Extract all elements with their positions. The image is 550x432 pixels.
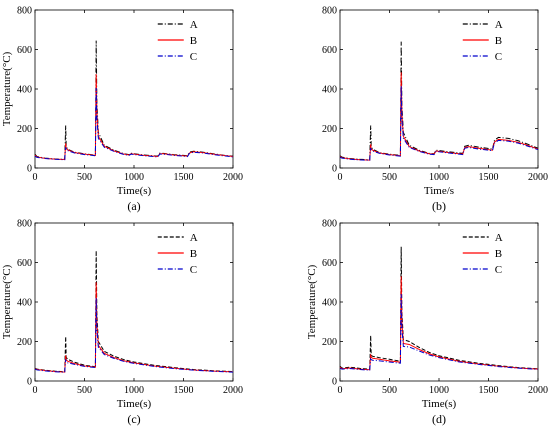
y-tick-label: 400: [322, 85, 337, 96]
series-line-c: [339, 86, 539, 161]
y-tick-label: 800: [322, 219, 337, 230]
x-tick-label: 500: [382, 172, 397, 183]
chart-panel-c: 0 500 1000 1500 2000 0 200 400 600 800 ABC Time(s) T…: [1, 219, 243, 427]
y-tick-label: 0: [27, 164, 32, 175]
x-tick-label: 2000: [223, 385, 243, 396]
panel-caption: (b): [432, 199, 446, 213]
y-axis-label: Temperature(°C): [1, 264, 13, 339]
x-tick-label: 1500: [174, 172, 194, 183]
y-tick-label: 600: [17, 45, 32, 56]
x-axis-label: Time(s): [117, 185, 152, 197]
x-tick-label: 500: [77, 172, 92, 183]
x-tick-label: 0: [338, 172, 343, 183]
series-line-b: [339, 276, 539, 371]
x-tick-label: 2000: [528, 385, 548, 396]
y-tick-label: 0: [27, 377, 32, 388]
y-tick-label: 200: [17, 124, 32, 135]
x-tick-label: 1500: [479, 172, 499, 183]
x-tick-label: 0: [33, 172, 38, 183]
panel-caption: (d): [432, 412, 446, 426]
series-line-c: [34, 298, 234, 373]
y-tick-label: 200: [322, 337, 337, 348]
legend-label-c: C: [495, 264, 502, 276]
y-tick-label: 0: [332, 164, 337, 175]
y-tick-label: 200: [17, 337, 32, 348]
chart-panel-b: 0 500 1000 1500 2000 0 200 400 600 800 ABC Time/s (b…: [322, 6, 548, 214]
legend-label-c: C: [190, 51, 197, 63]
y-tick-label: 400: [322, 298, 337, 309]
y-axis-label: Temperature(°C): [306, 264, 318, 339]
legend-label-b: B: [190, 35, 197, 47]
y-tick-label: 200: [322, 124, 337, 135]
series-line-a: [34, 40, 234, 160]
x-tick-label: 1000: [124, 385, 144, 396]
series-line-c: [339, 294, 539, 371]
y-tick-label: 600: [322, 45, 337, 56]
x-tick-label: 2000: [528, 172, 548, 183]
legend-label-a: A: [495, 232, 503, 244]
y-tick-label: 0: [332, 377, 337, 388]
series-line-a: [339, 246, 539, 370]
x-tick-label: 500: [382, 385, 397, 396]
y-tick-label: 800: [17, 219, 32, 230]
chart-panel-a: 0 500 1000 1500 2000 0 200 400 600 800 ABC Time(s) T…: [1, 6, 243, 214]
legend-label-c: C: [495, 51, 502, 63]
legend-label-c: C: [190, 264, 197, 276]
series-line-a: [34, 250, 234, 373]
y-axis-label: Temperature(°C): [1, 51, 13, 126]
x-axis-label: Time(s): [117, 398, 152, 410]
x-tick-label: 1000: [429, 172, 449, 183]
y-tick-label: 800: [17, 6, 32, 17]
series-line-a: [339, 41, 539, 161]
y-tick-label: 400: [17, 298, 32, 309]
x-tick-label: 0: [33, 385, 38, 396]
legend-label-a: A: [495, 19, 503, 31]
y-tick-label: 800: [322, 6, 337, 17]
legend-label-b: B: [495, 35, 502, 47]
plot-frame: [339, 9, 539, 169]
series-line-c: [34, 87, 234, 161]
y-tick-label: 600: [17, 258, 32, 269]
x-axis-label: Time(s): [422, 398, 457, 410]
panel-caption: (a): [127, 199, 140, 213]
x-tick-label: 1500: [479, 385, 499, 396]
legend-label-a: A: [190, 19, 198, 31]
x-tick-label: 0: [338, 385, 343, 396]
panel-caption: (c): [127, 412, 140, 426]
plot-frame: [34, 9, 234, 169]
x-tick-label: 2000: [223, 172, 243, 183]
x-tick-label: 1500: [174, 385, 194, 396]
legend-label-b: B: [495, 248, 502, 260]
x-tick-label: 1000: [124, 172, 144, 183]
legend-label-b: B: [190, 248, 197, 260]
y-tick-label: 600: [322, 258, 337, 269]
y-tick-label: 400: [17, 85, 32, 96]
x-tick-label: 500: [77, 385, 92, 396]
x-axis-label: Time/s: [424, 185, 454, 197]
legend-label-a: A: [190, 232, 198, 244]
x-tick-label: 1000: [429, 385, 449, 396]
chart-panel-d: 0 500 1000 1500 2000 0 200 400 600 800 ABC Time(s) T…: [306, 219, 548, 427]
